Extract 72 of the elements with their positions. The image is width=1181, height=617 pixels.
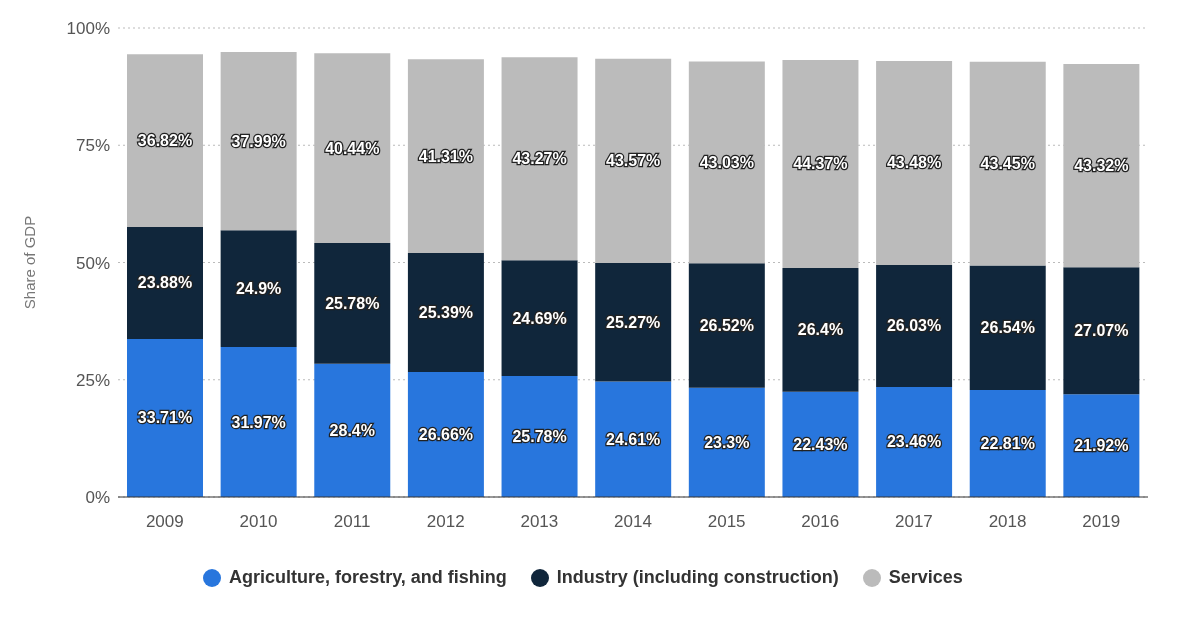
y-tick-label: 25% — [75, 370, 110, 390]
data-label: 40.44% — [325, 139, 380, 157]
bar — [407, 371, 484, 497]
data-label: 26.66% — [418, 425, 474, 443]
bar — [127, 338, 203, 497]
y-tick-label: 100% — [66, 19, 110, 39]
bar — [127, 226, 203, 339]
bar — [314, 242, 391, 364]
x-tick-label: 2017 — [895, 512, 933, 532]
data-label: 26.03% — [886, 317, 942, 335]
data-label: 28.4% — [329, 421, 375, 439]
data-label: 25.27% — [606, 313, 661, 331]
data-label: 44.37% — [793, 155, 848, 173]
bar — [782, 267, 859, 392]
data-label: 27.07% — [1074, 322, 1129, 340]
y-tick-label: 75% — [75, 136, 110, 156]
data-label: 25.78% — [512, 428, 567, 446]
y-tick-label: 50% — [75, 253, 110, 273]
data-label: 43.45% — [980, 155, 1035, 173]
bar — [876, 386, 953, 497]
bar — [688, 263, 765, 388]
bar — [501, 376, 578, 497]
data-label: 36.82% — [137, 132, 193, 150]
data-label: 43.57% — [606, 152, 661, 170]
x-tick-label: 2019 — [1082, 512, 1121, 532]
data-label: 25.78% — [325, 294, 380, 312]
x-tick-label: 2009 — [145, 512, 184, 532]
x-tick-label: 2011 — [333, 512, 371, 532]
data-label: 21.92% — [1074, 437, 1129, 455]
data-label: 24.9% — [235, 280, 282, 298]
y-tick-label: 0% — [85, 488, 110, 508]
legend-label: Industry (including construction) — [556, 567, 839, 588]
legend-label: Agriculture, forestry, and fishing — [229, 567, 507, 588]
bar — [220, 347, 297, 497]
bar — [595, 381, 672, 497]
data-label: 23.88% — [137, 274, 193, 292]
data-label: 26.52% — [699, 317, 754, 335]
data-label: 23.46% — [886, 433, 942, 451]
x-tick-label: 2012 — [426, 512, 465, 532]
x-tick-label: 2016 — [801, 512, 840, 532]
data-label: 33.71% — [137, 409, 193, 427]
x-tick-label: 2018 — [988, 512, 1027, 532]
data-label: 31.97% — [231, 413, 286, 431]
bar — [876, 264, 953, 387]
bar — [688, 387, 765, 497]
data-label: 24.61% — [606, 430, 661, 448]
x-tick-label: 2015 — [707, 512, 746, 532]
data-label: 43.27% — [512, 150, 567, 168]
data-label: 43.32% — [1074, 157, 1129, 175]
data-label: 41.31% — [418, 147, 474, 165]
data-label: 26.4% — [797, 321, 844, 339]
data-label: 43.48% — [886, 154, 942, 172]
bar — [501, 260, 578, 377]
data-label: 37.99% — [231, 132, 286, 150]
data-label: 25.39% — [418, 303, 474, 321]
data-label: 24.69% — [512, 309, 567, 327]
bar — [595, 263, 672, 382]
bar — [969, 265, 1046, 391]
bar — [407, 252, 484, 372]
data-label: 23.3% — [704, 433, 750, 451]
x-tick-label: 2014 — [614, 512, 652, 532]
x-tick-label: 2013 — [520, 512, 559, 532]
legend-label: Services — [888, 567, 963, 588]
data-label: 43.03% — [699, 153, 754, 171]
bar — [1063, 267, 1140, 395]
data-label: 22.81% — [980, 435, 1035, 453]
data-label: 22.43% — [793, 435, 848, 453]
bar — [220, 230, 297, 348]
y-axis-title: Share of GDP — [21, 215, 39, 310]
data-label: 26.54% — [980, 319, 1035, 337]
x-tick-label: 2010 — [239, 512, 278, 532]
bar — [314, 363, 391, 497]
